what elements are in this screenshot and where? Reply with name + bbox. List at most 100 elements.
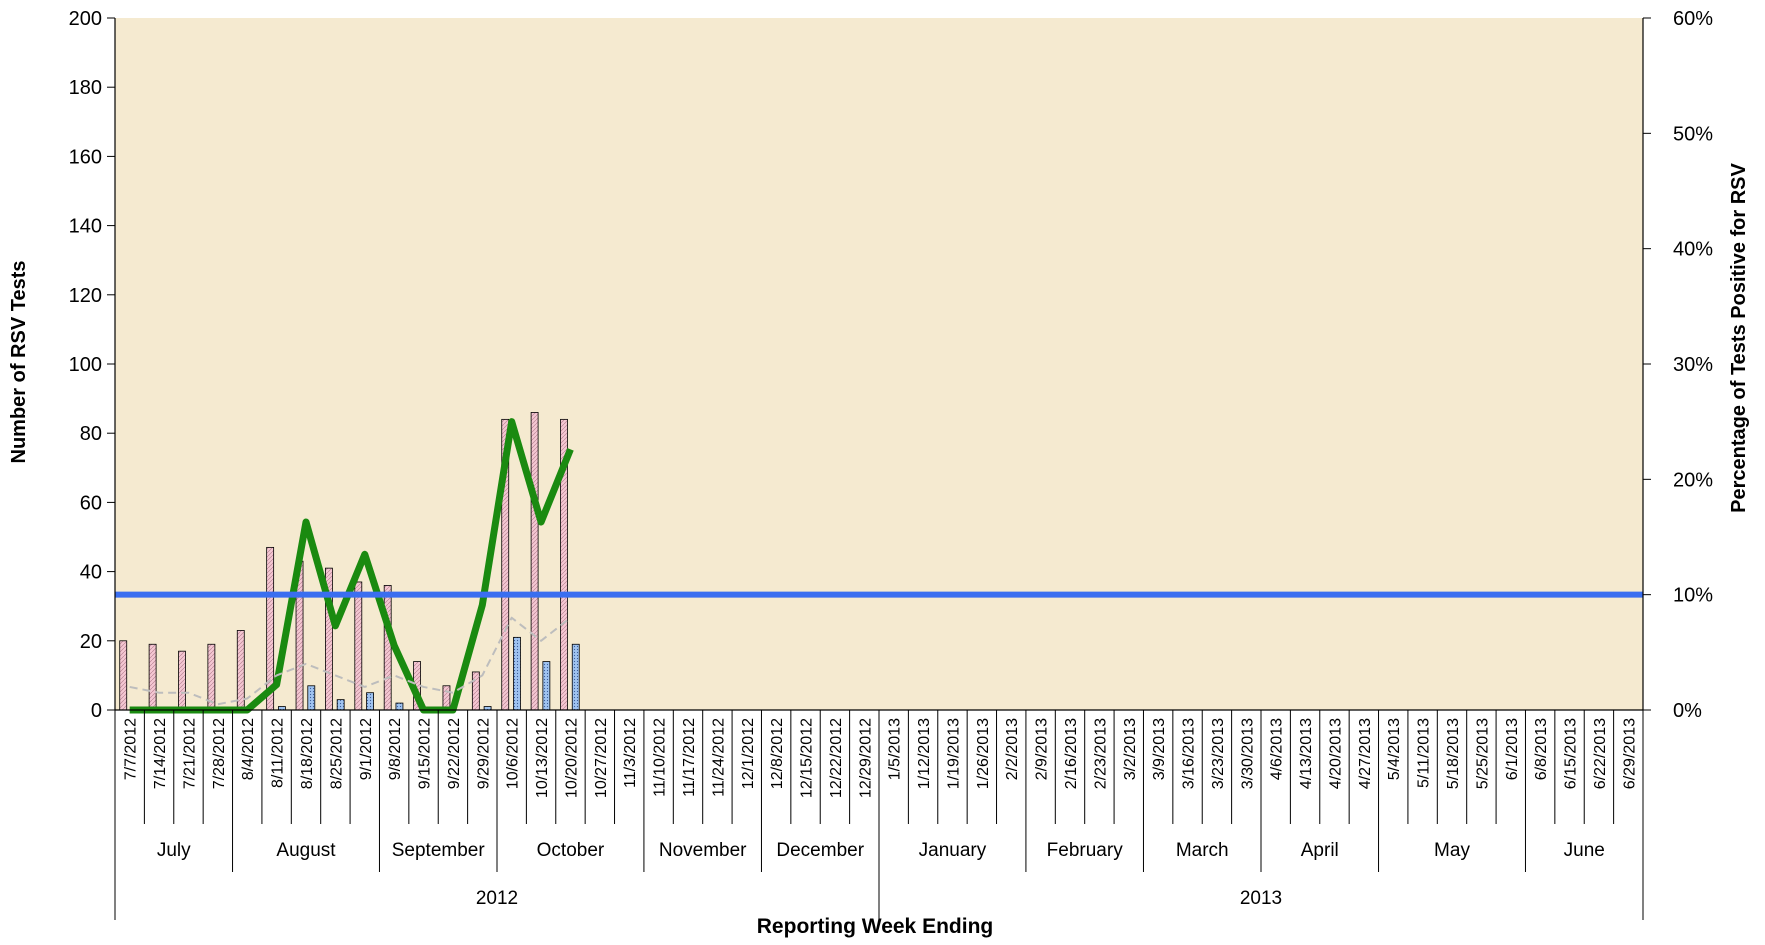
week-label: 9/15/2012 — [417, 718, 434, 789]
total-tests-bar — [442, 685, 451, 711]
week-label: 9/29/2012 — [475, 718, 492, 789]
week-label: 5/11/2013 — [1416, 718, 1433, 788]
week-label: 3/16/2013 — [1181, 718, 1198, 789]
positive-tests-bar — [336, 699, 345, 711]
week-label: 4/13/2013 — [1298, 718, 1315, 789]
week-label: 1/19/2013 — [945, 718, 962, 789]
positive-tests-bar — [571, 643, 580, 711]
week-label: 4/20/2013 — [1327, 718, 1344, 789]
week-label: 12/15/2012 — [799, 718, 816, 798]
week-label: 8/25/2012 — [328, 718, 345, 789]
week-label: 9/8/2012 — [387, 718, 404, 780]
week-label: 5/25/2013 — [1474, 718, 1491, 789]
week-label: 3/23/2013 — [1210, 718, 1227, 789]
week-label: 10/13/2012 — [534, 718, 551, 798]
month-label: September — [392, 840, 486, 861]
month-label: October — [537, 840, 605, 861]
week-label: 4/27/2013 — [1357, 718, 1374, 789]
week-label: 10/20/2012 — [563, 718, 580, 798]
week-label: 12/8/2012 — [769, 718, 786, 789]
y-tick-label-left: 200 — [69, 8, 102, 30]
total-tests-bar — [178, 650, 186, 711]
week-label: 2/16/2013 — [1063, 718, 1080, 789]
y-tick-label-left: 0 — [91, 700, 102, 722]
y-tick-label-left: 140 — [69, 216, 102, 238]
total-tests-bar — [383, 585, 392, 711]
y-tick-label-right: 20% — [1673, 469, 1713, 491]
week-label: 7/7/2012 — [123, 718, 140, 780]
week-label: 6/29/2013 — [1621, 718, 1638, 789]
y-tick-label-left: 40 — [80, 562, 102, 584]
y-axis-title-right: Percentage of Tests Positive for RSV — [1728, 162, 1750, 512]
month-label: July — [157, 840, 191, 861]
week-label: 2/23/2013 — [1092, 718, 1109, 789]
week-label: 8/4/2012 — [240, 718, 257, 780]
positive-tests-bar — [395, 702, 404, 711]
week-label: 7/28/2012 — [211, 718, 228, 789]
week-label: 9/22/2012 — [446, 718, 463, 789]
total-tests-bar — [530, 412, 539, 711]
comparison-dashed-line — [129, 616, 572, 706]
week-label: 7/21/2012 — [181, 718, 198, 789]
axes-layer — [107, 17, 1651, 920]
y-tick-label-right: 60% — [1673, 8, 1713, 30]
week-label: 2/9/2013 — [1034, 718, 1051, 780]
total-tests-bar — [119, 640, 128, 711]
week-label: 10/27/2012 — [593, 718, 610, 798]
week-label: 11/10/2012 — [652, 718, 669, 797]
month-label: November — [659, 840, 747, 861]
week-label: 1/12/2013 — [916, 718, 933, 789]
y-tick-label-left: 20 — [80, 631, 102, 653]
y-tick-label-right: 0% — [1673, 700, 1702, 722]
month-label: May — [1434, 840, 1470, 861]
week-label: 10/6/2012 — [505, 718, 522, 789]
total-tests-bar — [236, 630, 245, 711]
total-tests-bar — [471, 671, 480, 711]
week-label: 4/6/2013 — [1269, 718, 1286, 780]
week-label: 11/24/2012 — [710, 718, 727, 797]
week-label: 11/3/2012 — [622, 718, 639, 788]
week-label: 8/18/2012 — [299, 718, 316, 789]
year-label: 2012 — [476, 888, 518, 909]
month-label: August — [276, 840, 336, 861]
positive-tests-bar — [307, 685, 316, 711]
week-label: 3/30/2013 — [1239, 718, 1256, 789]
y-tick-label-right: 10% — [1673, 585, 1713, 607]
week-label: 12/29/2012 — [857, 718, 874, 798]
week-label: 7/14/2012 — [152, 718, 169, 789]
total-tests-bar — [148, 643, 157, 711]
y-tick-label-left: 100 — [69, 354, 102, 376]
y-tick-label-left: 80 — [80, 423, 102, 445]
positive-tests-bar — [366, 692, 374, 711]
week-label: 6/22/2013 — [1592, 718, 1609, 789]
y-tick-label-left: 120 — [69, 285, 102, 307]
month-label: December — [776, 840, 864, 861]
y-tick-label-right: 50% — [1673, 123, 1713, 145]
positive-tests-bar — [542, 661, 551, 711]
x-axis-title: Reporting Week Ending — [757, 915, 993, 938]
week-label: 11/17/2012 — [681, 718, 698, 797]
y-tick-label-left: 180 — [69, 77, 102, 99]
month-label: January — [919, 840, 987, 861]
week-label: 9/1/2012 — [358, 718, 375, 780]
y-tick-label-right: 30% — [1673, 354, 1713, 376]
week-label: 5/18/2013 — [1445, 718, 1462, 789]
y-tick-label-left: 160 — [69, 146, 102, 168]
y-tick-label-left: 60 — [80, 492, 102, 514]
month-label: February — [1047, 840, 1124, 861]
week-label: 2/2/2013 — [1004, 718, 1021, 780]
labels-layer: 0 20 40 60 80 100 120 140 160 180 200 0% 10% 20% 30% 40… — [69, 8, 1714, 909]
week-label: 6/15/2013 — [1563, 718, 1580, 789]
month-label: June — [1564, 840, 1605, 861]
week-label: 5/4/2013 — [1386, 718, 1403, 780]
y-axis-title-left: Number of RSV Tests — [8, 261, 30, 464]
total-tests-bar — [354, 581, 363, 711]
week-label: 8/11/2012 — [270, 718, 287, 788]
week-label: 6/8/2013 — [1533, 718, 1550, 780]
month-label: April — [1301, 840, 1339, 861]
week-label: 3/9/2013 — [1151, 718, 1168, 780]
week-label: 1/5/2013 — [887, 718, 904, 780]
week-label: 12/1/2012 — [740, 718, 757, 789]
week-label: 12/22/2012 — [828, 718, 845, 798]
